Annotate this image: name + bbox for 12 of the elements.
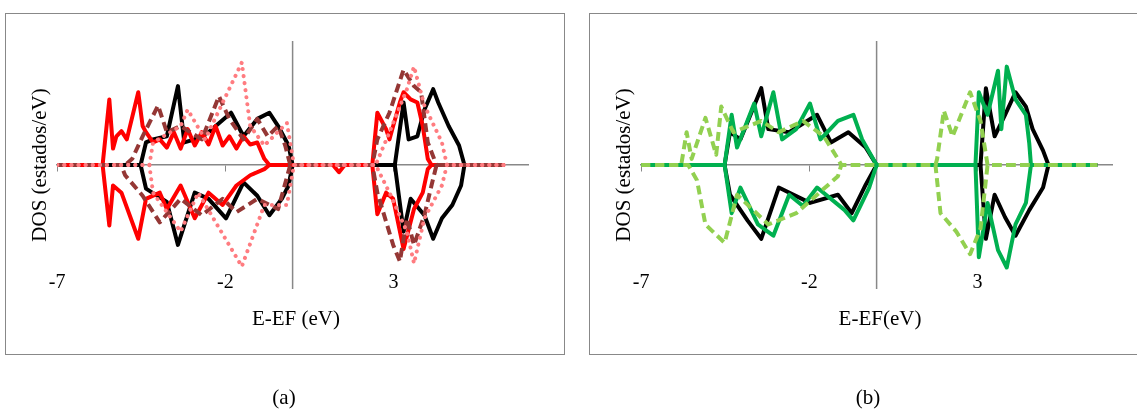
- x-tick-label: 3: [972, 270, 983, 293]
- x-tick-label: -7: [632, 270, 650, 293]
- x-tick-label: -2: [217, 270, 234, 293]
- x-axis-title: E-EF (eV): [250, 306, 342, 331]
- text: (b): [854, 385, 882, 410]
- y-axis-title: DOS (estados/eV): [611, 88, 636, 242]
- x-tick-label: -2: [801, 270, 818, 293]
- y-axis-title: DOS (estados/eV): [27, 88, 52, 242]
- x-axis-title: E-EF(eV): [837, 306, 923, 331]
- text: (a): [271, 385, 297, 410]
- x-tick-label: -7: [48, 270, 66, 293]
- x-tick-label: 3: [388, 270, 399, 293]
